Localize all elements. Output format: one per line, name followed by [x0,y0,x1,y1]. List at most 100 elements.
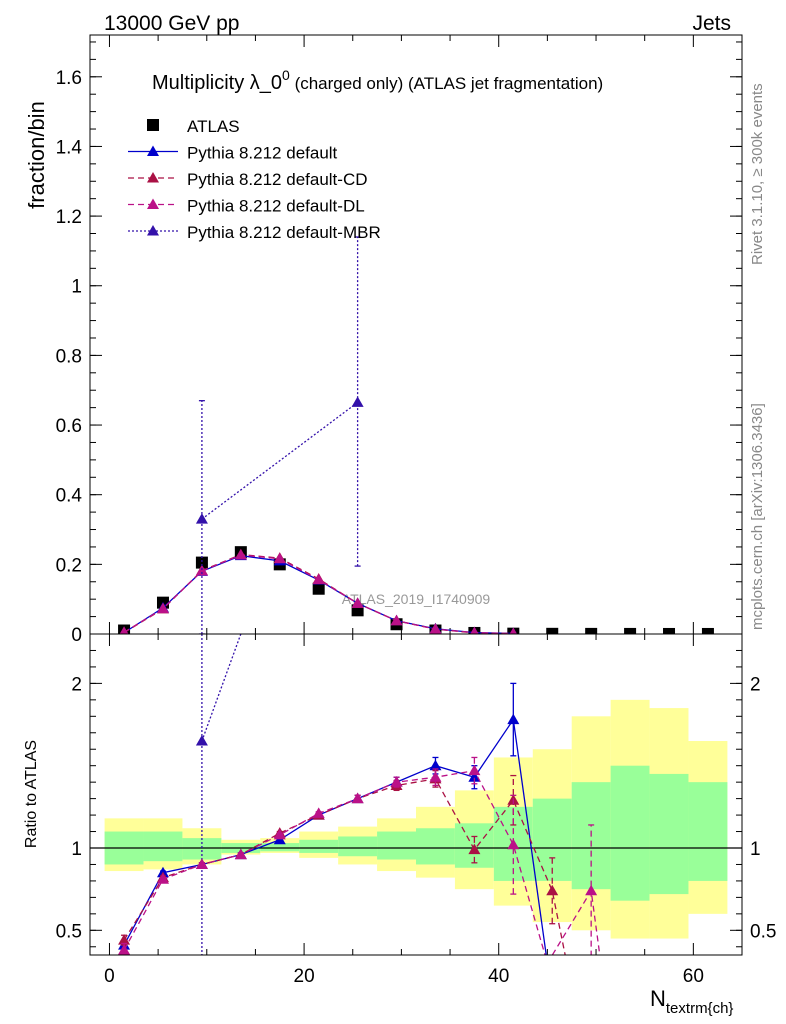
data-point [351,396,364,407]
data-point [429,623,442,634]
y-tick-label: 0.4 [56,486,83,507]
y-tick-label: 1.2 [56,207,82,228]
x-axis-label: Ntextrm{ch} [650,986,733,1017]
ratio-frame [89,633,743,956]
stat-band [688,782,728,881]
ratio-series-2 [118,756,601,955]
main-panel: 0 0.2 0.4 0.6 0.8 1 1.2 1.4 1.6 fraction/bin Multi… [24,34,743,646]
legend-entry: Pythia 8.212 default-DL [128,197,365,216]
legend-label: Pythia 8.212 default [187,144,338,163]
ratio-point [118,944,131,955]
ratio-point [390,776,403,787]
y-tick-label: 0 [71,625,82,646]
ratio-point [118,934,131,945]
ratio-y-tick-label-right: 0.5 [750,921,776,942]
stat-band [299,839,339,853]
stat-band [416,828,455,865]
stat-band [338,836,378,857]
legend-marker [147,172,159,183]
ratio-point [195,858,208,869]
ratio-point [195,735,208,746]
x-axis-label-sub: textrm{ch} [666,1000,734,1017]
legend-label: Pythia 8.212 default-MBR [187,223,381,242]
process-label: Jets [692,12,731,35]
ratio-point [585,884,598,896]
ratio-y-tick-label-right: 2 [750,674,761,695]
data-point [195,513,208,524]
ratio-y-tick-label: 2 [71,674,82,695]
ratio-series-3 [195,634,242,746]
ratio-point [312,807,325,818]
energy-label: 13000 GeV pp [104,12,239,35]
stat-band [377,831,416,860]
rivet-version-label: Rivet 3.1.10, ≥ 300k events [749,83,766,265]
ratio-point [351,792,364,804]
data-point [156,602,169,614]
y-tick-label: 0.8 [56,346,82,367]
legend-label: ATLAS [187,117,240,136]
ratio-point [468,771,481,782]
data-point [312,573,325,585]
chart-title-sup: 0 [282,67,290,83]
data-point [470,626,479,634]
series-3 [119,548,518,634]
ratio-point [468,843,481,855]
x-tick-label: 20 [294,966,315,987]
stat-band [143,831,183,862]
ratio-y-tick-label: 1 [71,839,82,860]
data-point [663,627,676,634]
chart-title-rest: (charged only) (ATLAS jet fragmentation) [290,74,603,93]
series-4 [195,236,364,634]
legend-entry: ATLAS [147,117,240,136]
ratio-data [90,634,742,955]
data-point [509,627,518,634]
data-point [195,556,208,569]
y-tick-label: 1.4 [56,137,83,158]
data-point [351,597,364,608]
data-point [273,552,286,564]
ratio-line [123,769,601,955]
data-point [234,548,247,560]
data-point [585,627,598,634]
legend-entry: Pythia 8.212 default [128,144,338,163]
ratio-point [468,764,481,776]
stat-band [532,798,572,881]
data-point [312,582,325,595]
data-point [195,564,208,576]
legend-entry: Pythia 8.212 default-MBR [128,223,381,242]
stat-band [260,843,300,852]
y-tick-label: 1.6 [56,68,82,89]
ratio-y-tick-label: 0.5 [56,921,82,942]
y-tick-label: 1 [71,277,82,298]
data-point [119,626,129,634]
x-tick-label: 60 [683,966,704,987]
legend-marker [147,198,159,209]
ratio-y-tick-label-right: 1 [750,839,761,860]
legend-marker [147,145,159,156]
data-point [390,614,403,626]
ratio-point [273,828,286,840]
y-axis-label: fraction/bin [24,101,49,209]
x-axis-label-main: N [650,986,666,1011]
ratio-point [156,873,169,884]
stat-band [182,838,222,860]
data-point [701,627,714,634]
ratio-y-axis-label: Ratio to ATLAS [23,740,40,848]
x-tick-label: 0 [104,966,115,987]
legend-label: Pythia 8.212 default-DL [187,197,365,216]
legend-label: Pythia 8.212 default-CD [187,170,368,189]
ratio-point [507,713,520,725]
series-line [201,401,359,520]
ratio-point [507,838,520,850]
ratio-point [546,884,559,896]
ratio-point [429,771,442,782]
legend-marker [147,225,159,236]
chart-title: Multiplicity λ_00 (charged only) (ATLAS … [152,67,603,94]
mcplots-label: mcplots.cern.ch [arXiv:1306.3436] [749,403,766,630]
main-data [118,236,714,634]
y-tick-label: 0.2 [56,555,82,576]
ratio-point [429,759,442,771]
stat-band [610,765,650,901]
ratio-point [234,848,247,860]
